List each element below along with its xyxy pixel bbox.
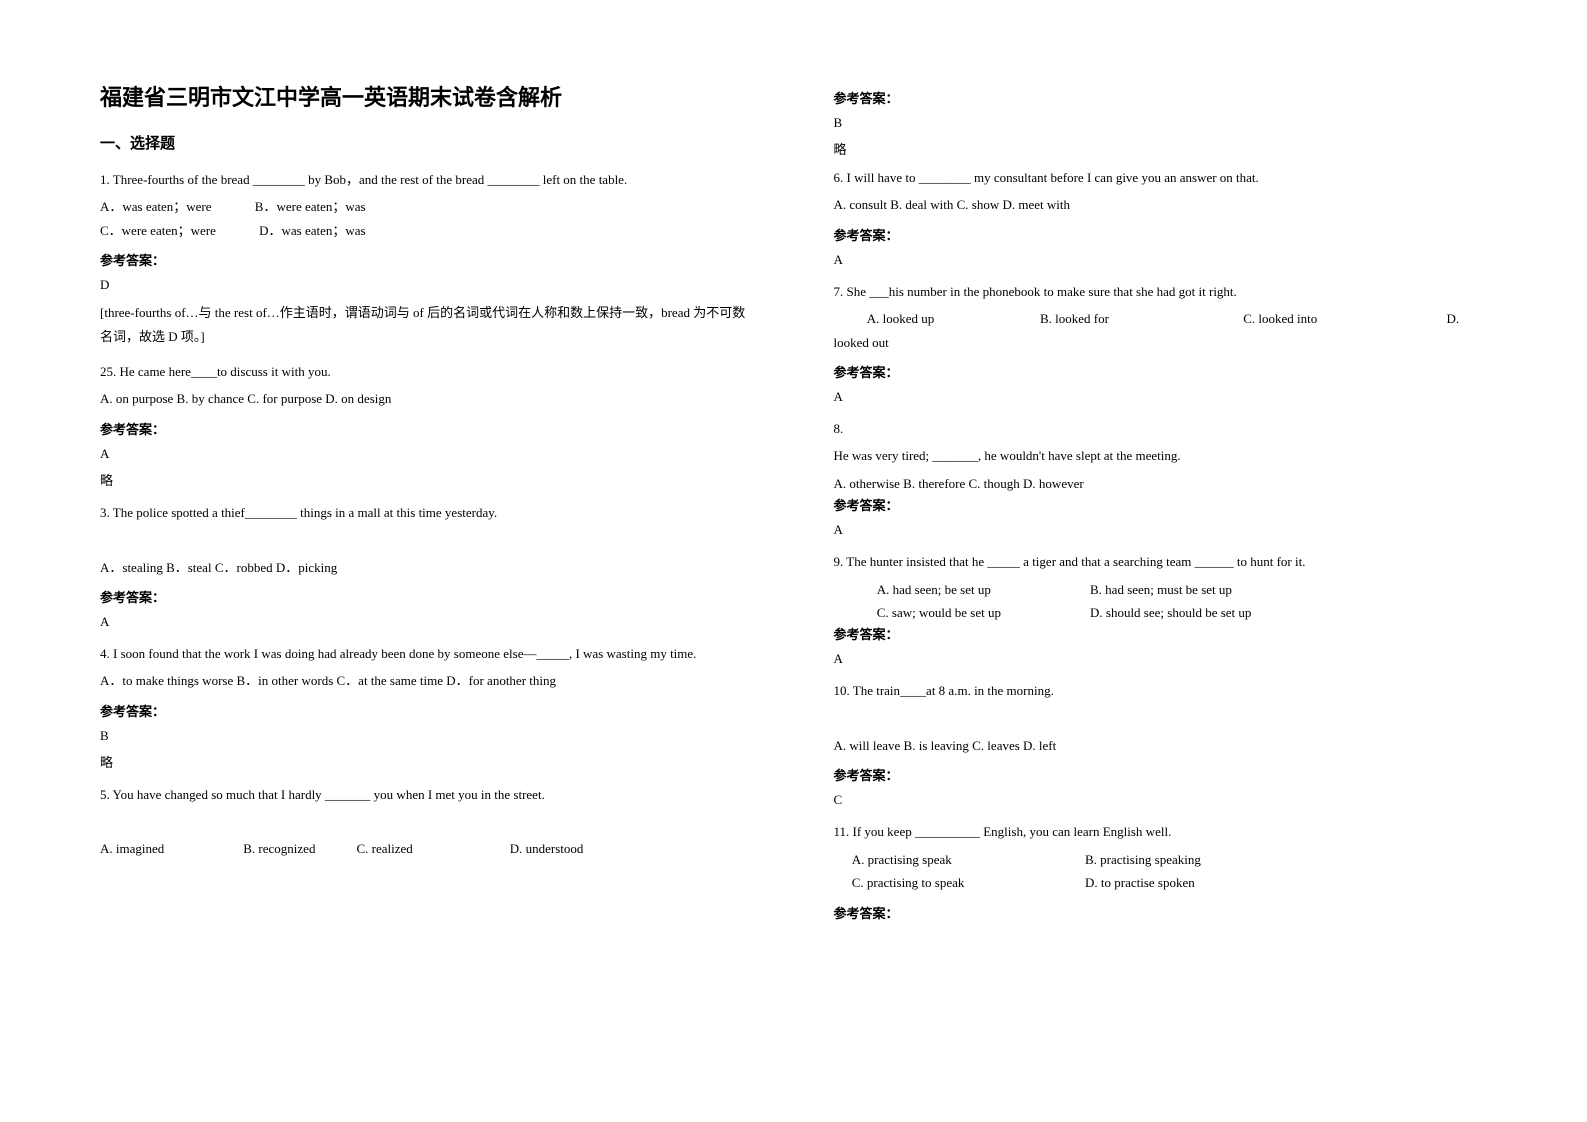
q4-answer-label: 参考答案： (100, 701, 754, 720)
q9-optD: D. should see; should be set up (1090, 605, 1251, 620)
question-7: 7. She ___his number in the phonebook to… (834, 280, 1488, 405)
q8-num: 8. (834, 417, 1488, 440)
q1-optB: B．were eaten；was (255, 199, 366, 214)
q3-answer-label: 参考答案： (100, 587, 754, 606)
q11-optD: D. to practise spoken (1085, 875, 1195, 890)
q5-optB: B. recognized (243, 837, 353, 860)
q1-optC: C．were eaten；were (100, 219, 216, 242)
q3-answer: A (100, 614, 754, 630)
q7-text: 7. She ___his number in the phonebook to… (834, 280, 1488, 303)
question-6: 6. I will have to ________ my consultant… (834, 166, 1488, 268)
q5-optA: A. imagined (100, 837, 240, 860)
q5-answer-label: 参考答案： (834, 88, 1488, 107)
q5-omit: 略 (834, 139, 1488, 158)
q8-answer: A (834, 522, 1488, 538)
q11-optA: A. practising speak (852, 848, 1082, 871)
q8-answer-label: 参考答案： (834, 495, 1488, 514)
q7-opts: A. looked up B. looked for C. looked int… (834, 307, 1488, 354)
q9-opts-row1: A. had seen; be set up B. had seen; must… (834, 578, 1488, 601)
q5-spacer (100, 810, 754, 833)
q11-opts-row2: C. practising to speak D. to practise sp… (834, 871, 1488, 894)
q4-text: 4. I soon found that the work I was doin… (100, 642, 754, 665)
q3-spacer (100, 528, 754, 551)
q9-text: 9. The hunter insisted that he _____ a t… (834, 550, 1488, 573)
q11-opts-row1: A. practising speak B. practising speaki… (834, 848, 1488, 871)
question-11: 11. If you keep __________ English, you … (834, 820, 1488, 921)
q1-options-row2: C．were eaten；were D．was eaten；was (100, 219, 754, 242)
q11-optC: C. practising to speak (852, 871, 1082, 894)
q6-opts: A. consult B. deal with C. show D. meet … (834, 193, 1488, 216)
q5-text: 5. You have changed so much that I hardl… (100, 783, 754, 806)
q3-opts: A．stealing B．steal C．robbed D．picking (100, 556, 754, 579)
q25-answer-label: 参考答案： (100, 419, 754, 438)
q1-optD: D．was eaten；was (259, 223, 366, 238)
q1-answer: D (100, 277, 754, 293)
q25-opts: A. on purpose B. by chance C. for purpos… (100, 387, 754, 410)
q9-optB: B. had seen; must be set up (1090, 582, 1232, 597)
q25-omit: 略 (100, 470, 754, 489)
q3-text: 3. The police spotted a thief________ th… (100, 501, 754, 524)
question-3: 3. The police spotted a thief________ th… (100, 501, 754, 630)
question-10: 10. The train____at 8 a.m. in the mornin… (834, 679, 1488, 808)
q8-opts: A. otherwise B. therefore C. though D. h… (834, 472, 1488, 495)
question-4: 4. I soon found that the work I was doin… (100, 642, 754, 771)
q10-answer-label: 参考答案： (834, 765, 1488, 784)
q9-optC: C. saw; would be set up (877, 601, 1087, 624)
q6-text: 6. I will have to ________ my consultant… (834, 166, 1488, 189)
question-8: 8. He was very tired; _______, he wouldn… (834, 417, 1488, 538)
q5-optC: C. realized (357, 837, 507, 860)
left-column: 福建省三明市文江中学高一英语期末试卷含解析 一、选择题 1. Three-fou… (100, 80, 754, 1042)
q11-optB: B. practising speaking (1085, 852, 1201, 867)
question-1: 1. Three-fourths of the bread ________ b… (100, 168, 754, 348)
q7-answer-label: 参考答案： (834, 362, 1488, 381)
q7-optB: B. looked for (1040, 307, 1240, 330)
question-9: 9. The hunter insisted that he _____ a t… (834, 550, 1488, 667)
q10-answer: C (834, 792, 1488, 808)
q1-note: [three-fourths of…与 the rest of…作主语时，谓语动… (100, 301, 754, 348)
q9-answer: A (834, 651, 1488, 667)
q10-spacer (834, 707, 1488, 730)
q1-optA: A．was eaten；were (100, 195, 212, 218)
q5-answer: B (834, 115, 1488, 131)
question-25: 25. He came here____to discuss it with y… (100, 360, 754, 489)
q8-text: He was very tired; _______, he wouldn't … (834, 444, 1488, 467)
q4-opts: A．to make things worse B．in other words … (100, 669, 754, 692)
q6-answer-label: 参考答案： (834, 225, 1488, 244)
q10-opts: A. will leave B. is leaving C. leaves D.… (834, 734, 1488, 757)
q10-text: 10. The train____at 8 a.m. in the mornin… (834, 679, 1488, 702)
q7-answer: A (834, 389, 1488, 405)
q4-answer: B (100, 728, 754, 744)
right-column: 参考答案： B 略 6. I will have to ________ my … (834, 80, 1488, 1042)
q7-optA: A. looked up (867, 307, 1037, 330)
q1-options-row1: A．was eaten；were B．were eaten；was (100, 195, 754, 218)
q5-opts: A. imagined B. recognized C. realized D.… (100, 837, 754, 860)
q4-omit: 略 (100, 752, 754, 771)
q1-text: 1. Three-fourths of the bread ________ b… (100, 168, 754, 191)
q1-answer-label: 参考答案： (100, 250, 754, 269)
q25-answer: A (100, 446, 754, 462)
section-header: 一、选择题 (100, 132, 754, 153)
q9-answer-label: 参考答案： (834, 624, 1488, 643)
q6-answer: A (834, 252, 1488, 268)
question-5: 5. You have changed so much that I hardl… (100, 783, 754, 861)
q25-text: 25. He came here____to discuss it with y… (100, 360, 754, 383)
q7-optC: C. looked into (1243, 307, 1443, 330)
q9-optA: A. had seen; be set up (877, 578, 1087, 601)
q9-opts-row2: C. saw; would be set up D. should see; s… (834, 601, 1488, 624)
q11-text: 11. If you keep __________ English, you … (834, 820, 1488, 843)
q11-answer-label: 参考答案： (834, 903, 1488, 922)
page-title: 福建省三明市文江中学高一英语期末试卷含解析 (100, 80, 754, 112)
q5-optD: D. understood (510, 841, 584, 856)
